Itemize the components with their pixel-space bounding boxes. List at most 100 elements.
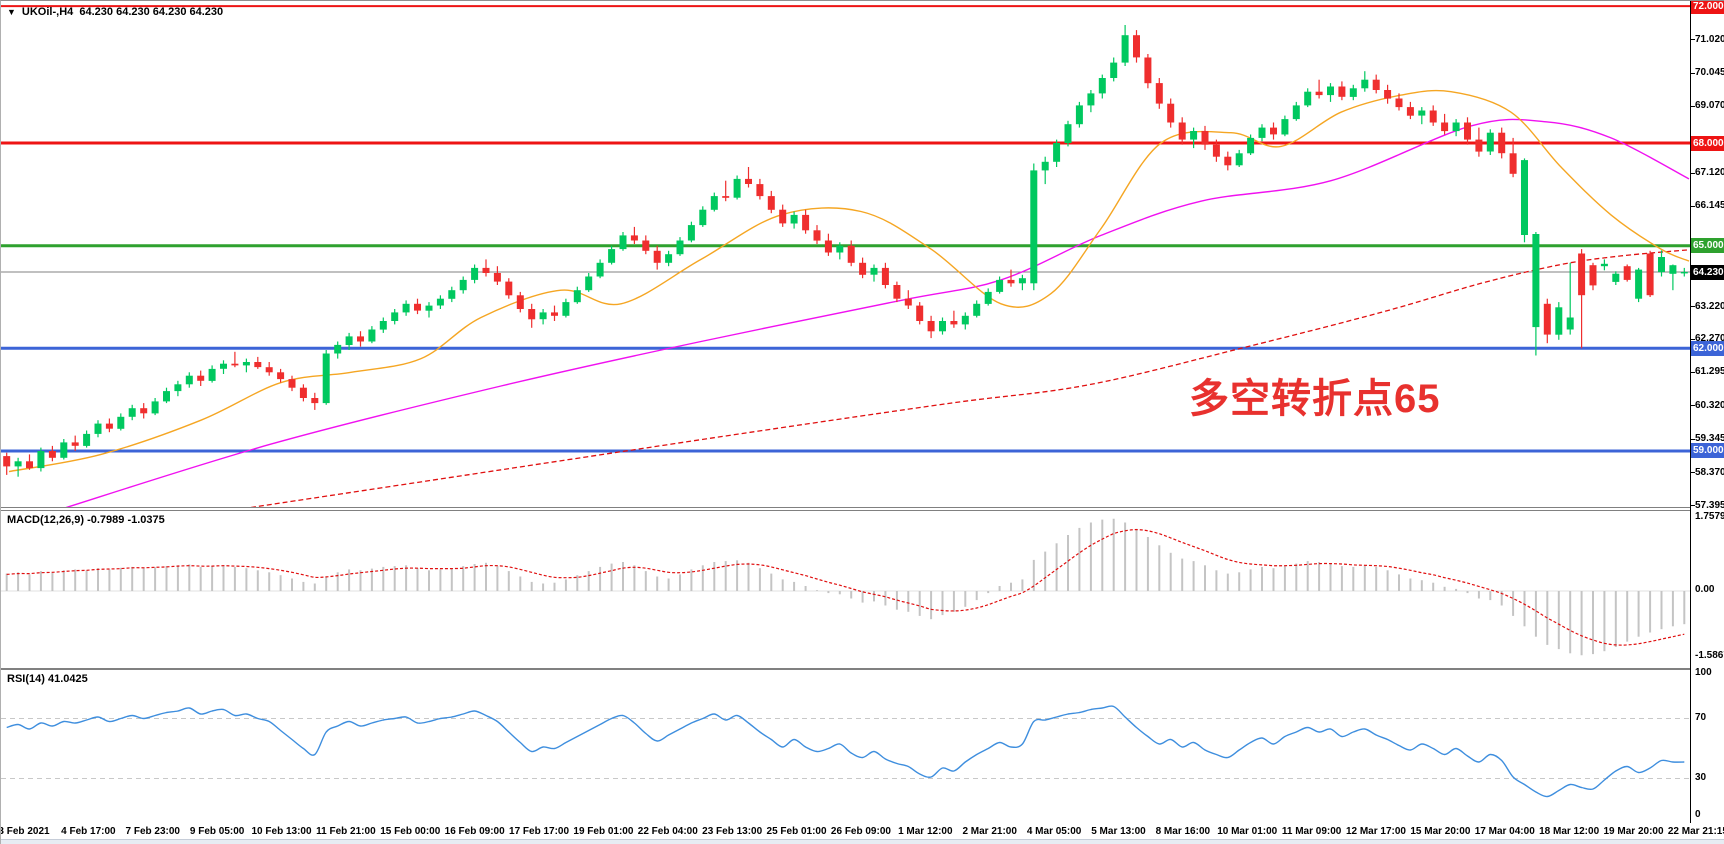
candle-body (1418, 110, 1426, 116)
time-axis-label: 4 Feb 17:00 (61, 826, 116, 837)
candle-body (185, 375, 193, 385)
symbol-dropdown-icon[interactable]: ▼ (7, 7, 16, 17)
candle-body (1589, 265, 1597, 286)
candle-body (961, 315, 969, 325)
candle-body (881, 267, 889, 285)
candle-body (1486, 132, 1494, 152)
candle-body (1429, 110, 1437, 123)
candle-body (870, 267, 878, 275)
price-axis-tick-label: 57.395 (1695, 499, 1724, 511)
candle-body (573, 290, 581, 303)
candle-body (1464, 122, 1471, 140)
candle-body (1669, 265, 1677, 274)
time-axis-label: 26 Feb 09:00 (830, 826, 891, 837)
candle-body (836, 245, 844, 253)
candle-body (1315, 91, 1323, 96)
candle-body (847, 245, 855, 263)
candle-body (482, 267, 490, 273)
candle-body (1030, 170, 1038, 284)
rsi-axis-tick-label: 100 (1695, 666, 1712, 678)
time-axis-label: 3 Feb 2021 (0, 826, 50, 837)
candle-body (1190, 131, 1198, 140)
price-axis-tick-mark (1691, 205, 1695, 207)
price-axis-tick-label: 60.320 (1695, 399, 1724, 411)
chart-annotation-text[interactable]: 多空转折点65 (1189, 377, 1441, 421)
time-axis-label: 16 Feb 09:00 (444, 826, 505, 837)
time-axis-label: 9 Feb 05:00 (189, 826, 245, 837)
time-axis-label: 10 Feb 13:00 (251, 826, 312, 837)
candle-body (505, 281, 513, 296)
candle-body (1167, 103, 1175, 123)
candle-body (1623, 266, 1631, 280)
price-axis-tick-label: 59.345 (1695, 433, 1724, 445)
candle-body (1292, 105, 1300, 120)
candle-body (414, 303, 421, 311)
candle-body (1041, 161, 1049, 171)
candle-body (402, 303, 410, 313)
candle-body (425, 305, 433, 311)
candle-body (1018, 278, 1026, 284)
candle-body (653, 250, 661, 263)
candle-body (1372, 79, 1380, 90)
candle-body (1212, 144, 1220, 157)
candle-body (1612, 273, 1620, 282)
time-axis-label: 17 Mar 04:00 (1474, 826, 1535, 837)
candle-body (1566, 317, 1574, 330)
candle-body (1224, 156, 1232, 166)
price-axis[interactable]: 71.020 70.045 69.070 67.120 66.145 63.220 62.2… (1690, 1, 1724, 823)
time-axis-label: 22 Feb 04:00 (637, 826, 698, 837)
time-axis-label: 15 Feb 00:00 (380, 826, 441, 837)
candle-body (745, 178, 752, 184)
candle-body (1235, 153, 1243, 166)
candle-body (973, 303, 981, 316)
candle-body (1258, 127, 1266, 138)
time-axis-label: 1 Mar 12:00 (898, 826, 953, 837)
ma-slow-red-line (250, 249, 1690, 507)
price-axis-tick-mark (1691, 39, 1695, 41)
candle-body (562, 302, 570, 316)
candle-body (1201, 131, 1209, 145)
price-axis-tick-mark (1691, 505, 1695, 507)
candle-body (1384, 90, 1392, 99)
candle-body (950, 321, 958, 325)
price-axis-tick-mark (1691, 405, 1695, 407)
candle-body (448, 290, 456, 299)
time-axis-label: 8 Mar 16:00 (1155, 826, 1211, 837)
price-level-badge: 62.000 (1691, 340, 1724, 356)
time-axis[interactable]: 3 Feb 2021 4 Feb 17:00 7 Feb 23:00 9 Feb 05… (1, 823, 1724, 839)
candle-body (1121, 35, 1129, 63)
symbol-name: UKOil-,H4 (21, 6, 74, 18)
price-level-badge: 68.000 (1691, 135, 1724, 151)
symbol-selector[interactable]: ▼ UKOil-,H4 64.230 64.230 64.230 64.230 (7, 6, 223, 18)
macd-histogram-layer (5, 518, 1686, 656)
macd-chart-svg (1, 518, 1690, 656)
rsi-chart-svg (1, 705, 1690, 798)
candle-body (151, 401, 159, 414)
candle-body (1247, 137, 1255, 154)
macd-pane[interactable] (1, 510, 1690, 669)
time-axis-label: 7 Feb 23:00 (125, 826, 180, 837)
candle-body (1133, 35, 1140, 58)
candle-body (1521, 160, 1528, 235)
rsi-line (6, 705, 1685, 798)
price-chart-pane[interactable]: ▼ UKOil-,H4 64.230 64.230 64.230 64.230 多… (1, 1, 1690, 508)
candle-body (311, 398, 319, 404)
quote-values: 64.230 64.230 64.230 64.230 (79, 6, 224, 18)
candle-body (1658, 257, 1665, 273)
price-axis-tick-label: 71.020 (1695, 33, 1724, 45)
candle-body (1452, 122, 1460, 132)
candle-body (128, 408, 136, 417)
candle-body (48, 451, 56, 458)
candle-body (1007, 279, 1015, 284)
candle-body (1338, 86, 1346, 97)
price-level-badge: 64.230 (1691, 264, 1724, 280)
candle-body (265, 367, 273, 373)
candle-body (539, 312, 547, 320)
price-axis-tick-label: 70.045 (1695, 67, 1724, 79)
rsi-pane[interactable] (1, 669, 1690, 824)
candle-body (1053, 143, 1061, 162)
candle-body (779, 209, 787, 224)
time-axis-label: 25 Feb 01:00 (766, 826, 827, 837)
candle-body (299, 387, 307, 398)
